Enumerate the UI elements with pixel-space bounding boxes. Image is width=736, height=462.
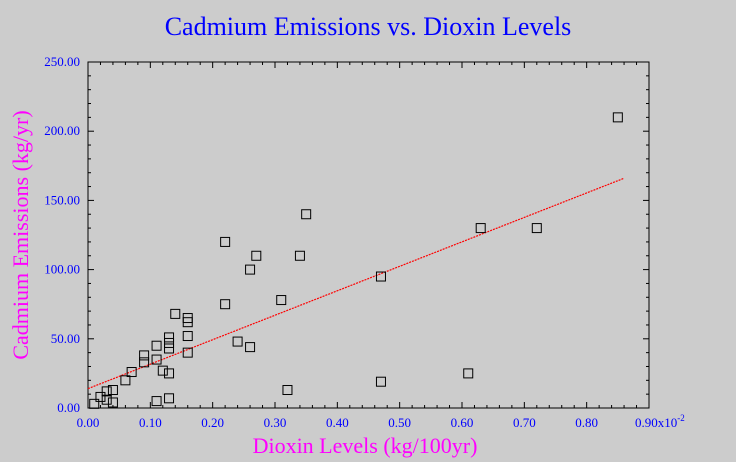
y-axis: 0.00 50.00 100.00 150.00 200.00 250.00 [44, 54, 649, 415]
data-point [294, 250, 305, 261]
y-tick-label: 200.00 [44, 123, 80, 138]
data-point [220, 299, 231, 310]
data-point [531, 223, 542, 234]
data-point [157, 365, 168, 376]
x-tick-label: 0.30 [264, 415, 287, 430]
y-tick-label: 0.00 [57, 400, 80, 415]
data-point [164, 368, 175, 379]
data-point [151, 340, 162, 351]
data-point [139, 357, 150, 368]
data-point [301, 209, 312, 220]
data-point [245, 264, 256, 275]
data-point [164, 337, 175, 348]
data-point [475, 223, 486, 234]
data-point [251, 250, 262, 261]
data-point [612, 112, 623, 123]
data-point [164, 332, 175, 343]
data-point [220, 236, 231, 247]
data-point [182, 317, 193, 328]
data-point [164, 343, 175, 354]
x-tick-label: 0.60 [451, 415, 474, 430]
data-point [120, 375, 131, 386]
regression-line [87, 177, 625, 390]
data-point [245, 342, 256, 353]
data-point [139, 350, 150, 361]
plot-frame [87, 61, 650, 409]
data-points [89, 112, 623, 409]
data-point [126, 367, 137, 378]
x-tick-label: 0.20 [201, 415, 224, 430]
data-point [182, 331, 193, 342]
x-axis-label: Dioxin Levels (kg/100yr) [253, 433, 478, 458]
data-point [182, 347, 193, 358]
y-tick-label: 250.00 [44, 54, 80, 69]
data-point [151, 354, 162, 365]
y-tick-label: 100.00 [44, 262, 80, 277]
data-point [164, 393, 175, 404]
data-point [170, 308, 181, 319]
x-tick-label: 0.90x10-2 [635, 413, 685, 430]
data-point [89, 398, 100, 409]
x-tick-label: 0.00 [77, 415, 100, 430]
data-point [276, 295, 287, 306]
y-tick-label: 50.00 [51, 331, 80, 346]
y-axis-label: Cadmium Emissions (kg/yr) [8, 110, 33, 359]
x-tick-label: 0.40 [326, 415, 349, 430]
data-point [101, 394, 112, 405]
data-point [95, 391, 106, 402]
data-point [375, 376, 386, 387]
x-axis: 0.00 0.10 0.20 0.30 0.40 0.50 0.60 0.70 0.80 0.90… [77, 62, 685, 430]
data-point [107, 397, 118, 408]
x-tick-exponent: -2 [677, 413, 685, 423]
x-tick-label: 0.80 [575, 415, 598, 430]
y-tick-label: 150.00 [44, 192, 80, 207]
chart-title: Cadmium Emissions vs. Dioxin Levels [165, 12, 572, 41]
data-point [375, 271, 386, 282]
data-point [232, 336, 243, 347]
x-tick-label: 0.10 [139, 415, 162, 430]
data-point [107, 385, 118, 396]
data-point [151, 396, 162, 407]
x-tick-label: 0.70 [513, 415, 536, 430]
data-point [282, 385, 293, 396]
data-point [463, 368, 474, 379]
data-point [101, 386, 112, 397]
x-tick-label: 0.50 [388, 415, 411, 430]
